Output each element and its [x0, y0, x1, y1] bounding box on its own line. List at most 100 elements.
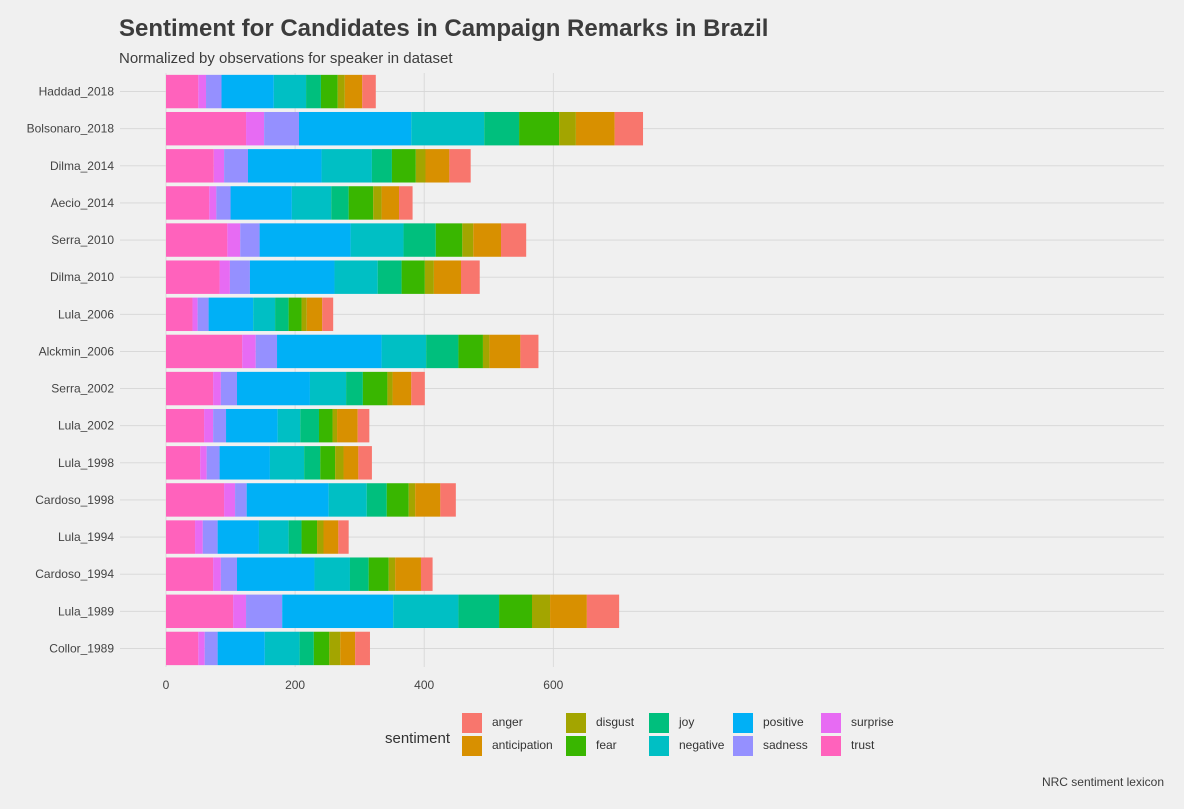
y-tick-label: Lula_1998 [58, 456, 114, 470]
bar-segment-disgust [559, 111, 576, 146]
bar-segment-trust [166, 186, 210, 220]
bar-segment-anticipation [323, 520, 339, 554]
bar-segment-fear [288, 297, 302, 332]
bar-segment-joy [403, 223, 436, 257]
bar-segment-anger [355, 631, 370, 666]
bar-segment-positive [230, 186, 292, 220]
y-tick-label: Serra_2002 [51, 382, 114, 396]
bar-layer [166, 74, 644, 666]
bar-segment-anticipation [340, 631, 356, 666]
bar-segment-anticipation [395, 557, 421, 591]
y-tick-label: Dilma_2014 [50, 159, 114, 173]
legend-label: trust [851, 738, 875, 752]
bar-segment-anticipation [473, 223, 502, 257]
legend-label: positive [763, 715, 804, 729]
bar-segment-joy [349, 557, 369, 591]
y-tick-label: Alckmin_2006 [39, 344, 115, 358]
bar-segment-anger [420, 557, 433, 591]
bar-segment-fear [348, 186, 374, 220]
legend-label: disgust [596, 715, 635, 729]
bar-segment-anticipation [343, 446, 359, 480]
bar-segment-disgust [482, 334, 490, 369]
y-tick-label: Serra_2010 [51, 233, 114, 247]
bar-segment-sadness [255, 334, 278, 369]
bar-segment-anger [501, 223, 527, 257]
bar-segment-anger [357, 408, 370, 443]
bar-segment-fear [458, 334, 483, 369]
bar-segment-positive [221, 74, 274, 109]
bar-segment-joy [458, 594, 500, 629]
legend-label: sadness [763, 738, 808, 752]
bar-segment-trust [166, 557, 214, 591]
bar-segment-fear [386, 483, 409, 517]
bar-segment-joy [275, 297, 289, 332]
bar-segment-surprise [213, 557, 221, 591]
legend-label: anticipation [492, 738, 553, 752]
bar-segment-anger [322, 297, 334, 332]
bar-segment-joy [377, 260, 402, 294]
x-tick-label: 0 [163, 678, 170, 692]
bar-segment-sadness [213, 408, 227, 443]
bar-segment-joy [288, 520, 302, 554]
bar-segment-negative [253, 297, 276, 332]
bar-segment-negative [264, 631, 300, 666]
bar-segment-anticipation [550, 594, 587, 629]
legend-swatch [733, 736, 753, 756]
x-tick-label: 200 [285, 678, 305, 692]
bar-segment-fear [368, 557, 389, 591]
bar-segment-negative [258, 520, 289, 554]
bar-segment-anger [586, 594, 620, 629]
bar-segment-fear [313, 631, 330, 666]
chart-subtitle: Normalized by observations for speaker i… [119, 50, 453, 67]
bar-segment-fear [391, 149, 416, 183]
bar-segment-anger [362, 74, 376, 109]
bar-segment-disgust [332, 408, 338, 443]
bar-segment-joy [426, 334, 459, 369]
bar-segment-disgust [329, 631, 341, 666]
bar-segment-surprise [195, 520, 203, 554]
bar-segment-positive [208, 297, 254, 332]
bar-segment-disgust [317, 520, 324, 554]
bar-segment-trust [166, 483, 225, 517]
bar-segment-negative [350, 223, 404, 257]
bar-segment-fear [519, 111, 560, 146]
bar-segment-surprise [213, 149, 225, 183]
bar-segment-sadness [202, 520, 218, 554]
bar-segment-anticipation [425, 149, 450, 183]
bar-segment-trust [166, 631, 199, 666]
legend-swatch [462, 736, 482, 756]
stacked-bar-chart: Haddad_2018 Bolsonaro_2018 Dilma_2014 Aecio… [27, 73, 1164, 692]
bar-segment-fear [401, 260, 425, 294]
bar-segment-surprise [242, 334, 256, 369]
bar-segment-anticipation [575, 111, 615, 146]
bar-segment-disgust [387, 371, 393, 406]
bar-segment-positive [217, 631, 265, 666]
legend-swatch [733, 713, 753, 733]
bar-segment-anger [358, 446, 372, 480]
bar-segment-surprise [227, 223, 241, 257]
bar-segment-fear [499, 594, 532, 629]
bar-segment-disgust [415, 149, 426, 183]
bar-segment-anger [614, 111, 644, 146]
bar-segment-sadness [224, 149, 248, 183]
bar-segment-trust [166, 149, 214, 183]
bar-segment-disgust [301, 297, 307, 332]
legend-label: surprise [851, 715, 894, 729]
bar-segment-negative [393, 594, 459, 629]
chart-title: Sentiment for Candidates in Campaign Rem… [119, 15, 769, 42]
legend-label: negative [679, 738, 725, 752]
bar-segment-joy [366, 483, 387, 517]
axis-layer: Haddad_2018 Bolsonaro_2018 Dilma_2014 Aecio… [27, 85, 564, 692]
bar-segment-anticipation [344, 74, 363, 109]
bar-segment-fear [320, 74, 338, 109]
bar-segment-positive [247, 149, 322, 183]
legend-title: sentiment [385, 730, 451, 747]
legend-label: anger [492, 715, 523, 729]
bar-segment-trust [166, 223, 228, 257]
bar-segment-fear [435, 223, 463, 257]
bar-segment-trust [166, 297, 193, 332]
bar-segment-trust [166, 594, 234, 629]
bar-segment-surprise [198, 74, 207, 109]
legend-swatch [566, 736, 586, 756]
legend-swatch [821, 736, 841, 756]
